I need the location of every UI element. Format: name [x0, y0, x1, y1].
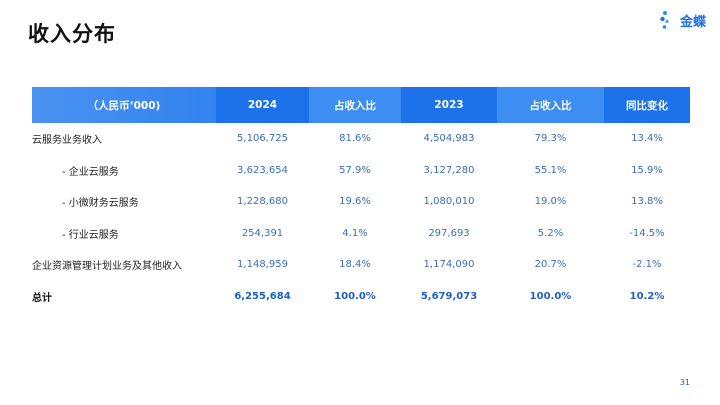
value-2023: 297,693: [428, 227, 470, 239]
yoy-change: 15.9%: [631, 164, 663, 176]
yoy-change: -14.5%: [629, 227, 665, 239]
yoy-change: 13.8%: [631, 196, 663, 208]
header-2023: 2023: [401, 87, 497, 123]
kingdee-logo-icon: [660, 11, 669, 29]
revenue-table: （人民币‘000) 2024 占收入比 2023 占收入比 同比变化 云服务业务…: [32, 87, 690, 312]
share-2023: 20.7%: [534, 259, 567, 271]
share-2024: 100.0%: [334, 290, 376, 302]
value-2023: 3,127,280: [423, 164, 475, 176]
share-2023: 5.2%: [537, 227, 564, 239]
share-2024: 18.4%: [339, 259, 371, 271]
value-2024: 254,391: [241, 227, 284, 239]
value-2023: 5,679,073: [420, 290, 478, 302]
value-2024: 3,623,654: [237, 164, 288, 176]
share-2024: 4.1%: [342, 227, 368, 239]
table-row: - 行业云服务 254,391 4.1% 297,693 5.2% -14.5%: [32, 218, 690, 250]
value-2024: 1,228,680: [237, 196, 288, 208]
share-2024: 19.6%: [339, 196, 371, 208]
table-total-row: 总计 6,255,684 100.0% 5,679,073 100.0% 10.…: [32, 281, 690, 313]
header-yoy: 同比变化: [604, 87, 690, 123]
header-2024: 2024: [216, 87, 309, 123]
value-2024: 1,148,959: [237, 259, 288, 271]
yoy-change: 10.2%: [629, 290, 665, 302]
row-label: 总计: [32, 292, 52, 304]
row-label: 云服务业务收入: [32, 135, 102, 147]
share-2023: 19.0%: [534, 196, 567, 208]
value-2023: 1,080,010: [423, 196, 475, 208]
share-2024: 57.9%: [339, 164, 371, 176]
header-currency: （人民币‘000): [32, 87, 216, 123]
value-2024: 5,106,725: [237, 133, 288, 145]
value-2023: 1,174,090: [423, 259, 475, 271]
row-label: - 企业云服务: [62, 166, 119, 178]
table-header-row: （人民币‘000) 2024 占收入比 2023 占收入比 同比变化: [32, 87, 690, 123]
row-label: 企业资源管理计划业务及其他收入: [32, 261, 182, 273]
value-2023: 4,504,983: [423, 133, 475, 145]
page-title: 收入分布: [28, 22, 116, 46]
share-2023: 100.0%: [529, 290, 572, 302]
table-row: 云服务业务收入 5,106,725 81.6% 4,504,983 79.3% …: [32, 123, 690, 155]
share-2023: 79.3%: [534, 133, 567, 145]
brand-logo: 金蝶: [660, 10, 706, 30]
brand-name: 金蝶: [679, 14, 706, 30]
table-row: 企业资源管理计划业务及其他收入 1,148,959 18.4% 1,174,09…: [32, 249, 690, 281]
share-2023: 55.1%: [534, 164, 567, 176]
table-row: - 小微财务云服务 1,228,680 19.6% 1,080,010 19.0…: [32, 186, 690, 218]
header-share-2024: 占收入比: [309, 87, 401, 123]
yoy-change: 13.4%: [631, 133, 663, 145]
header-share-2023: 占收入比: [497, 87, 604, 123]
row-label: - 小微财务云服务: [62, 198, 139, 210]
yoy-change: -2.1%: [632, 259, 662, 271]
page-number: 31: [679, 378, 690, 387]
row-label: - 行业云服务: [62, 229, 119, 241]
share-2024: 81.6%: [339, 133, 371, 145]
value-2024: 6,255,684: [234, 290, 291, 302]
table-row: - 企业云服务 3,623,654 57.9% 3,127,280 55.1% …: [32, 155, 690, 187]
